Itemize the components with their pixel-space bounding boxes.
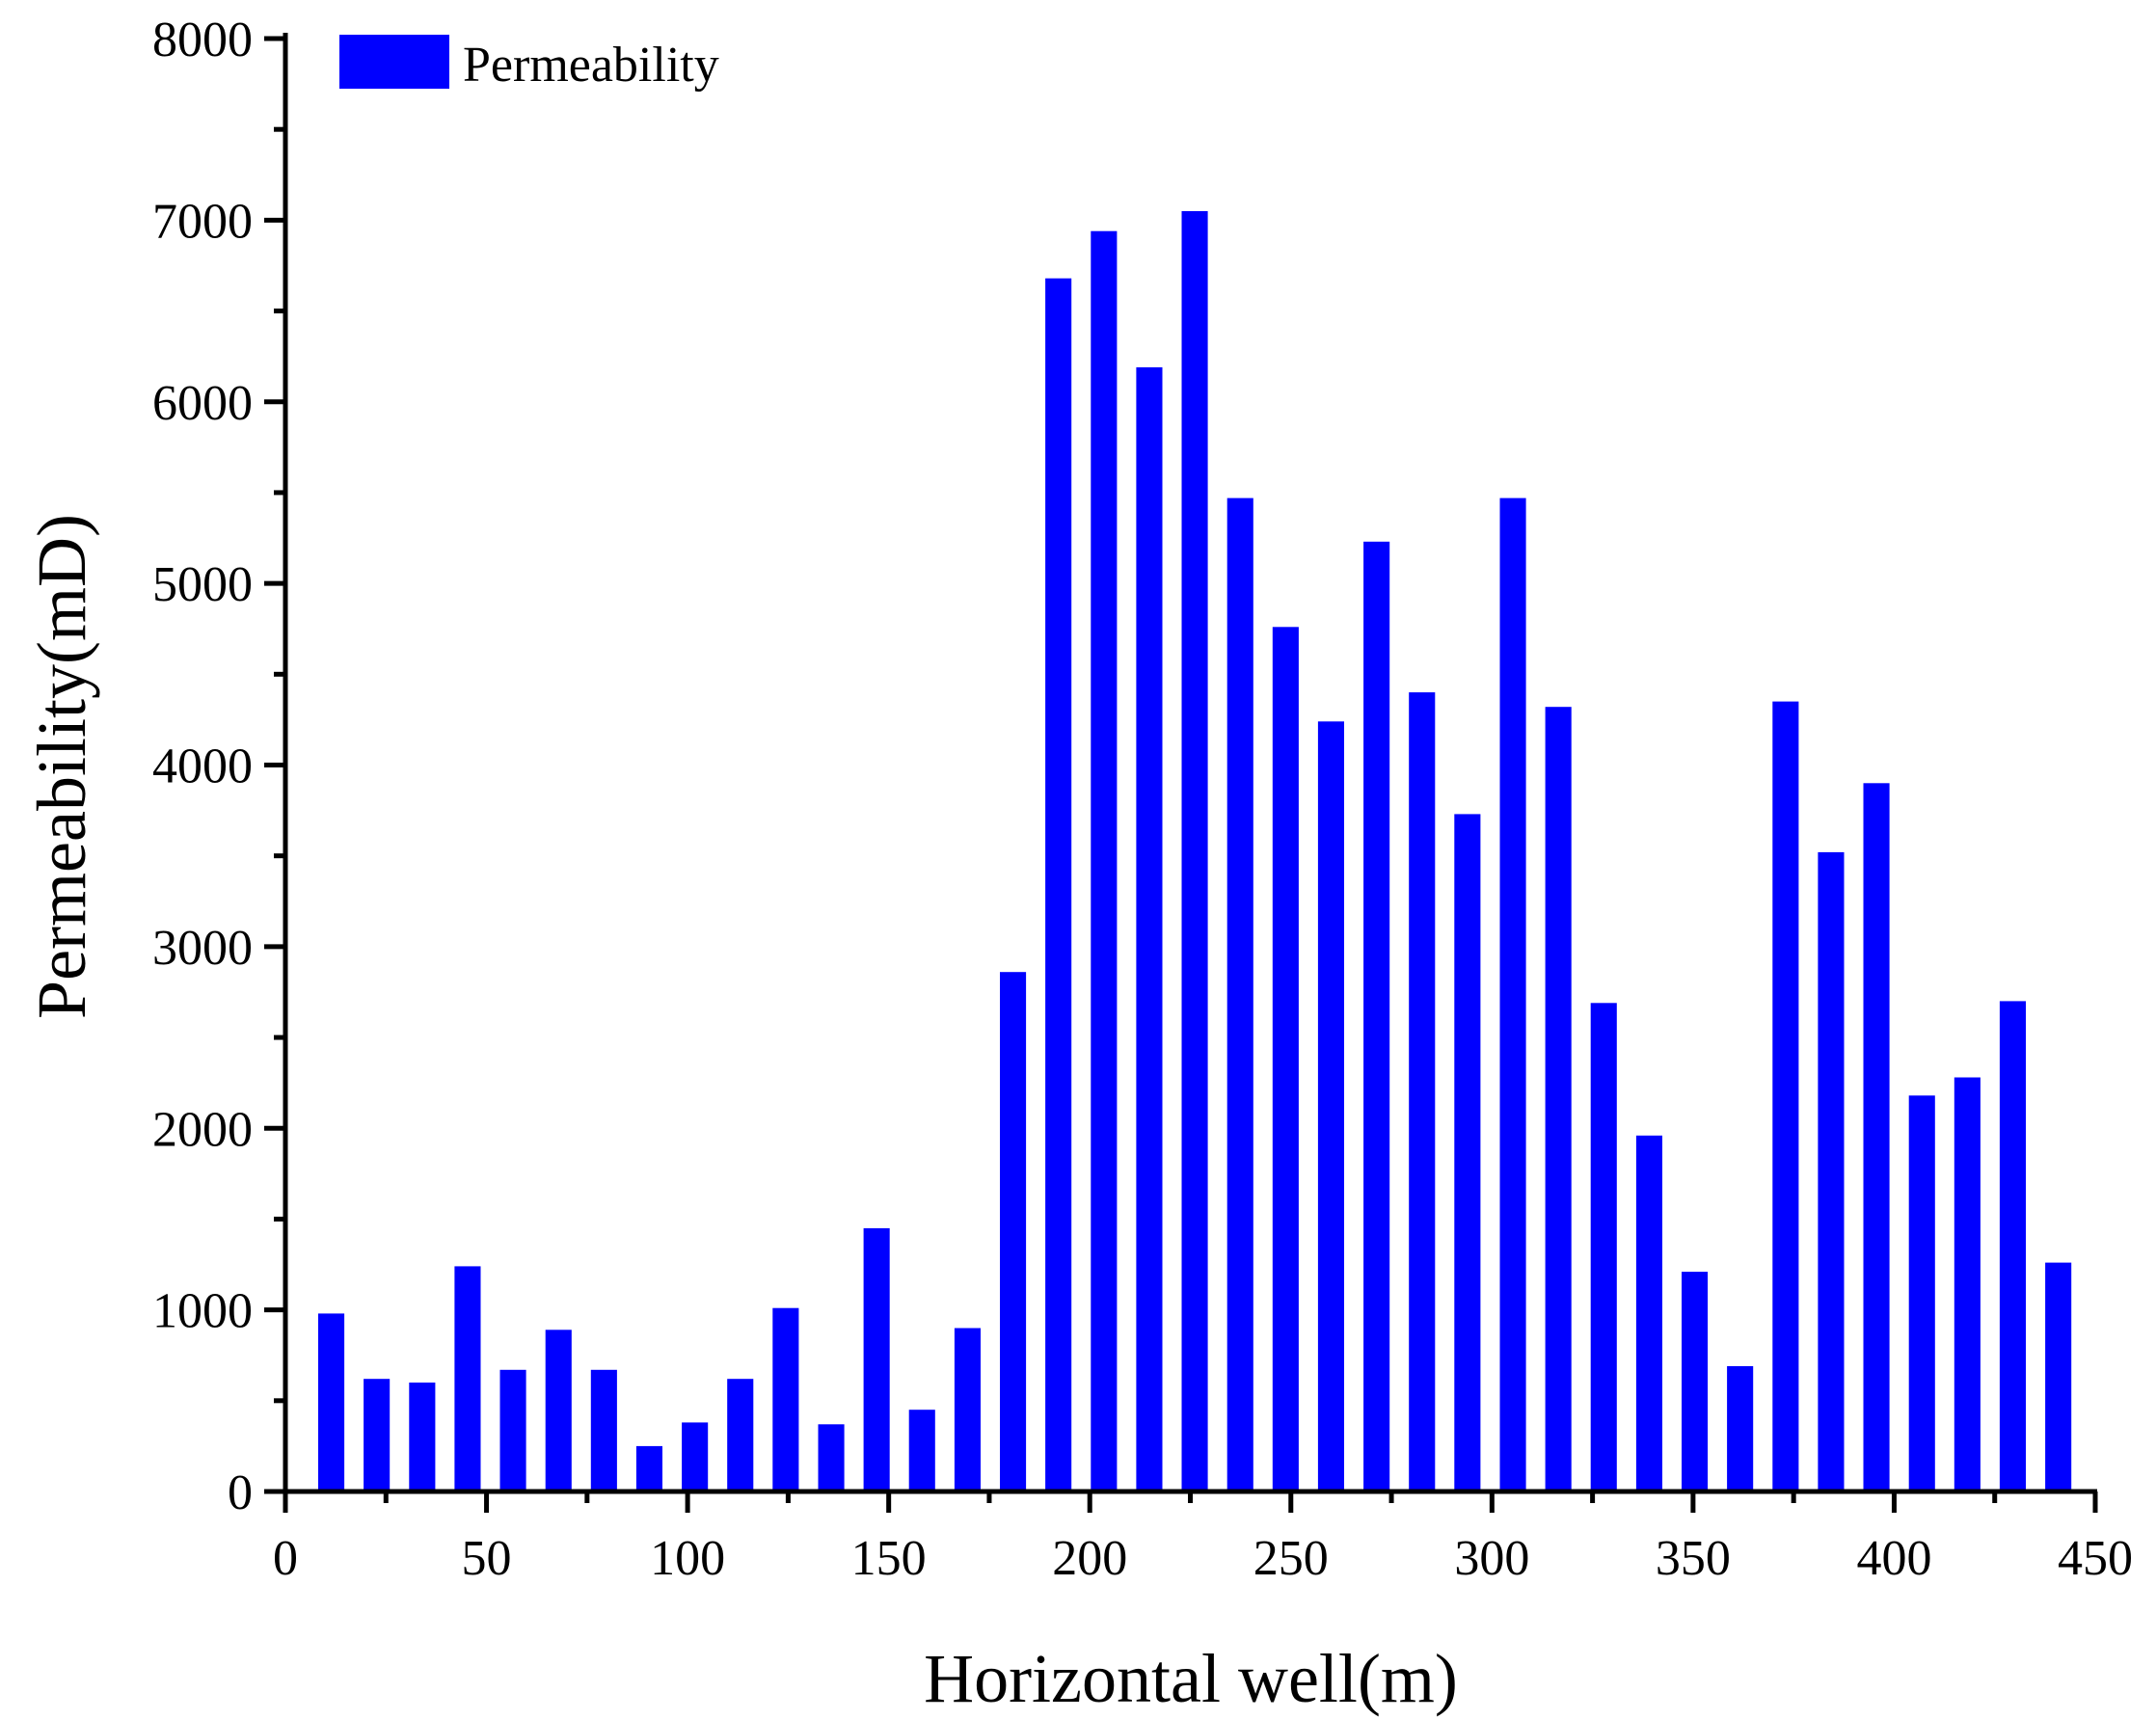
x-tick-label: 350 bbox=[1656, 1531, 1731, 1586]
bar bbox=[1818, 851, 1845, 1492]
x-tick-label: 400 bbox=[1856, 1531, 1931, 1586]
y-tick-label: 8000 bbox=[152, 13, 253, 67]
bar bbox=[682, 1422, 709, 1492]
y-axis-title: Permeability(mD) bbox=[23, 514, 100, 1019]
x-tick-label: 300 bbox=[1454, 1531, 1529, 1586]
x-tick-label: 150 bbox=[851, 1531, 927, 1586]
bar bbox=[318, 1313, 345, 1492]
bar bbox=[590, 1369, 617, 1492]
x-tick-label: 250 bbox=[1253, 1531, 1329, 1586]
legend: Permeability bbox=[339, 35, 719, 93]
bar bbox=[1226, 497, 1253, 1492]
bar bbox=[499, 1369, 526, 1492]
bar bbox=[1772, 701, 1799, 1492]
y-tick-label: 6000 bbox=[152, 376, 253, 431]
y-tick-label: 5000 bbox=[152, 557, 253, 612]
bar bbox=[364, 1379, 391, 1492]
bar bbox=[409, 1383, 436, 1492]
bar bbox=[635, 1445, 662, 1492]
y-tick-label: 4000 bbox=[152, 739, 253, 794]
x-tick-label: 50 bbox=[462, 1531, 512, 1586]
bar bbox=[908, 1410, 935, 1492]
bar bbox=[1000, 972, 1027, 1492]
bar bbox=[863, 1227, 890, 1492]
y-tick-label: 1000 bbox=[152, 1284, 253, 1339]
x-axis-title: Horizontal well(m) bbox=[924, 1640, 1458, 1717]
bar bbox=[454, 1266, 481, 1492]
bar bbox=[1181, 211, 1208, 1492]
bar bbox=[545, 1330, 572, 1492]
bar bbox=[1908, 1095, 1935, 1492]
bar bbox=[1635, 1135, 1662, 1492]
x-tick-label: 450 bbox=[2058, 1531, 2133, 1586]
bar bbox=[1045, 278, 1072, 1492]
bar bbox=[2045, 1262, 2072, 1492]
ticks-group: 0 1000 2000 3000 4000 5000 6000 7000 8000 0 50 100 1… bbox=[152, 13, 2133, 1586]
y-tick-label: 3000 bbox=[152, 921, 253, 976]
bar bbox=[1954, 1077, 1981, 1492]
bar bbox=[1136, 367, 1163, 1492]
x-tick-label: 200 bbox=[1052, 1531, 1127, 1586]
y-tick-label: 0 bbox=[228, 1465, 253, 1520]
bar bbox=[954, 1328, 981, 1492]
legend-label: Permeability bbox=[463, 38, 719, 93]
bar bbox=[1091, 230, 1118, 1492]
bar bbox=[1999, 1001, 2026, 1492]
bar bbox=[1499, 497, 1526, 1492]
bar bbox=[1727, 1366, 1754, 1492]
bar bbox=[1545, 707, 1572, 1492]
bar bbox=[1682, 1272, 1709, 1492]
bar bbox=[1317, 721, 1344, 1492]
x-tick-label: 0 bbox=[273, 1531, 298, 1586]
legend-swatch bbox=[339, 35, 449, 89]
bar bbox=[818, 1424, 845, 1492]
bar bbox=[1590, 1003, 1617, 1492]
bar bbox=[1863, 783, 1890, 1492]
bar bbox=[727, 1379, 754, 1492]
bar bbox=[1272, 627, 1299, 1492]
y-tick-label: 7000 bbox=[152, 194, 253, 249]
bars-group bbox=[318, 211, 2072, 1492]
bar bbox=[1363, 541, 1390, 1492]
y-tick-label: 2000 bbox=[152, 1102, 253, 1157]
bar bbox=[1454, 814, 1481, 1492]
x-tick-label: 100 bbox=[650, 1531, 725, 1586]
bar bbox=[1409, 692, 1436, 1492]
bar bbox=[772, 1307, 799, 1492]
